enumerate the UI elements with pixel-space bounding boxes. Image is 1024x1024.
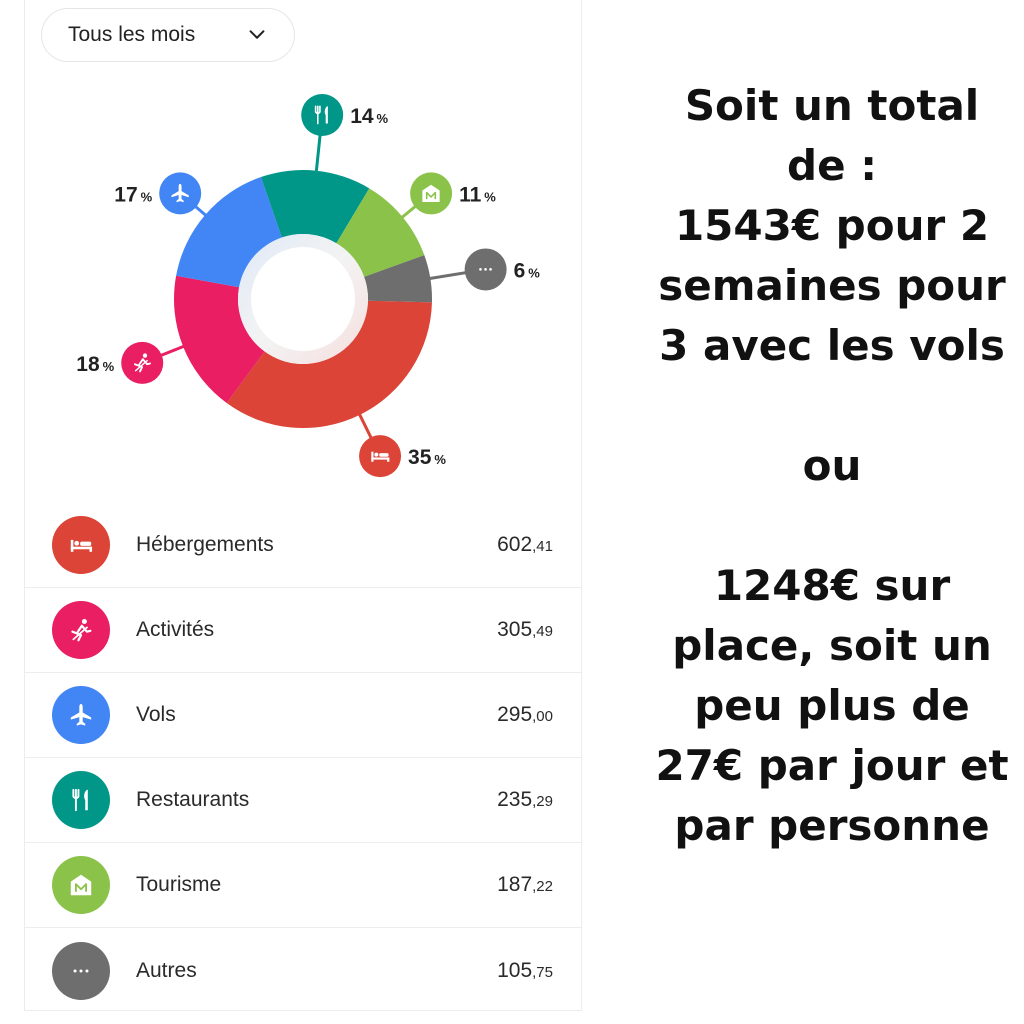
museum-icon	[52, 856, 110, 914]
category-row[interactable]: Restaurants 235,29	[25, 758, 581, 843]
callout-badge	[301, 93, 344, 136]
expense-donut-chart: 35 % 18 % 17 % 14 % 11 % 6%	[76, 93, 541, 478]
amount-decimals: ,41	[532, 538, 553, 555]
app-panel: Tous les mois 35% 18% 17% 14% 11% 6% Hébergem…	[24, 0, 582, 1011]
summary-text: Soit un total de : 1543€ pour 2 semaines…	[655, 81, 1009, 850]
more-icon	[479, 268, 492, 271]
amount-decimals: ,29	[532, 793, 553, 810]
amount-decimals: ,00	[532, 708, 553, 725]
amount-decimals: ,22	[532, 878, 553, 895]
donut-slice-restaurants[interactable]	[261, 170, 370, 244]
plane-icon	[171, 183, 189, 203]
amount-integer: 295	[497, 703, 533, 726]
donut-slice-vols[interactable]	[176, 177, 282, 288]
amount-decimals: ,49	[532, 623, 553, 640]
category-list: Hébergements 602,41 Activités 305,49 Vols 295…	[25, 503, 581, 1013]
category-amount: 305,49	[497, 618, 553, 642]
percent-label: 14%	[350, 105, 388, 128]
category-amount: 235,29	[497, 788, 553, 812]
category-amount: 602,41	[497, 533, 553, 557]
category-amount: 295,00	[497, 703, 553, 727]
donut-slice-activités[interactable]	[173, 275, 265, 404]
category-label: Activités	[136, 618, 215, 641]
percent-label: 11%	[459, 183, 496, 206]
bed-icon	[52, 516, 110, 574]
activity-icon	[133, 353, 151, 373]
month-filter-label: Tous les mois	[68, 23, 196, 46]
donut-slice-hébergements[interactable]	[226, 300, 432, 428]
category-row[interactable]: Tourisme 187,22	[25, 843, 581, 928]
percent-label: 18%	[76, 353, 114, 376]
category-row[interactable]: Autres 105,75	[25, 928, 581, 1013]
fork-knife-icon	[52, 771, 110, 829]
category-row[interactable]: Hébergements 602,41	[25, 503, 581, 588]
percent-label: 6%	[514, 259, 541, 282]
fork-knife-icon	[314, 105, 328, 125]
category-label: Tourisme	[136, 873, 222, 896]
bed-icon	[371, 451, 390, 462]
amount-decimals: ,75	[532, 963, 553, 981]
activity-icon	[52, 601, 110, 659]
chevron-down-icon	[249, 30, 265, 39]
month-filter-dropdown[interactable]: Tous les mois	[41, 8, 295, 62]
category-label: Hébergements	[136, 533, 274, 556]
amount-integer: 305	[497, 618, 533, 641]
category-row[interactable]: Vols 295,00	[25, 673, 581, 758]
more-icon	[52, 941, 110, 1000]
donut-slice-tourisme[interactable]	[336, 188, 425, 277]
amount-integer: 235	[497, 788, 533, 811]
amount-integer: 105	[497, 958, 533, 982]
category-row[interactable]: Activités 305,49	[25, 588, 581, 673]
category-label: Vols	[136, 703, 176, 726]
donut-slice-autres[interactable]	[364, 255, 432, 303]
category-amount: 105,75	[497, 959, 553, 983]
amount-integer: 187	[497, 873, 533, 896]
category-label: Restaurants	[136, 788, 250, 811]
percent-label: 35%	[408, 446, 446, 469]
museum-icon	[422, 184, 440, 202]
amount-integer: 602	[497, 533, 533, 556]
category-label: Autres	[136, 958, 197, 982]
plane-icon	[52, 686, 110, 744]
donut-hole	[251, 247, 355, 351]
callout-badge	[121, 341, 164, 384]
percent-label: 17%	[114, 183, 152, 206]
category-amount: 187,22	[497, 873, 553, 897]
